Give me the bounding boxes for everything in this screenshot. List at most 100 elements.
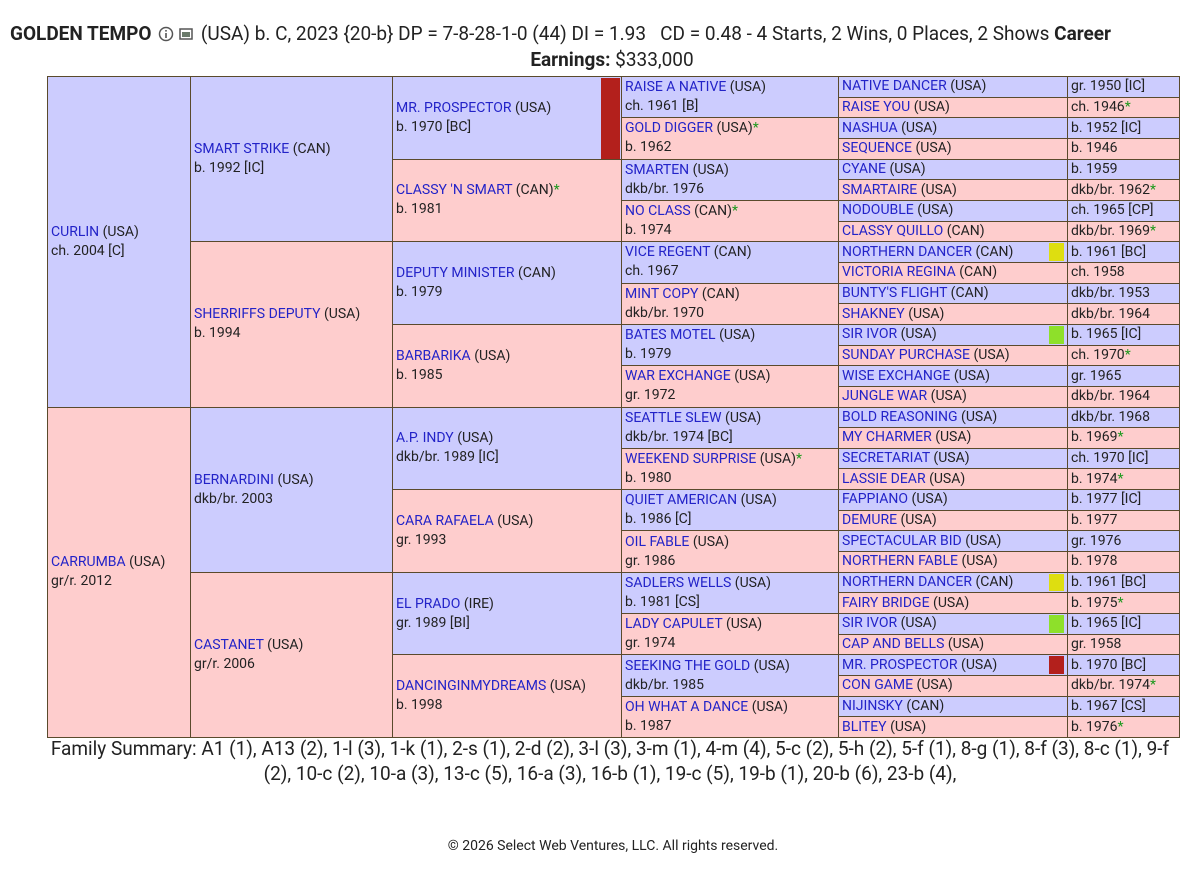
horse-info: gr. 1958 <box>1071 636 1122 653</box>
horse-info: ch. 1961 [B] <box>625 98 699 115</box>
horse-name: CARA RAFAELA <box>396 512 494 529</box>
horse-name: NORTHERN DANCER <box>842 243 972 260</box>
horse-entry: OIL FABLE (USA) gr. 1986 <box>625 533 729 571</box>
horse-country: (USA) <box>549 678 586 695</box>
horse-name: GOLD DIGGER <box>625 120 714 137</box>
horse-info: ch. 1970 [IC] <box>1071 450 1149 467</box>
horse-country: (USA) <box>953 367 991 384</box>
horse-info: b. 1961 [BC] <box>1071 243 1147 260</box>
pedigree-cell: NORTHERN DANCER (CAN) <box>838 241 1068 263</box>
pedigree-cell: CARRUMBA (USA) gr/r. 2012 <box>47 406 191 738</box>
horse-country: (USA) <box>725 616 763 633</box>
pedigree-cell: NATIVE DANCER (USA) <box>838 76 1068 98</box>
star: * <box>1117 718 1124 735</box>
pedigree-cell: NIJINSKY (CAN) <box>838 695 1068 718</box>
horse-entry: NASHUA (USA) <box>842 119 937 138</box>
horse-name: SMARTEN <box>625 161 690 178</box>
pedigree-info-cell: b. 1970 [BC] <box>1067 654 1180 677</box>
pedigree-info-cell: dkb/br. 1953 <box>1067 282 1180 305</box>
horse-name: SMARTAIRE <box>842 181 918 198</box>
horse-line: DEPUTY MINISTER (CAN) <box>396 264 556 283</box>
horse-line: NIJINSKY (CAN) <box>842 697 944 716</box>
pedigree-cell: BLITEY (USA) <box>838 716 1068 738</box>
pedigree-cell: CARA RAFAELA (USA) gr. 1993 <box>392 489 622 573</box>
horse-entry: QUIET AMERICAN (USA) b. 1986 [C] <box>625 491 777 529</box>
horse-info: b. 1978 <box>1071 553 1118 570</box>
horse-line: SHAKNEY (USA) <box>842 305 944 324</box>
horse-line: NORTHERN FABLE (USA) <box>842 552 998 571</box>
horse-country: (USA) <box>933 450 970 467</box>
pedigree-cell: FAPPIANO (USA) <box>838 489 1068 511</box>
pedigree-info-cell: b. 1961 [BC] <box>1067 241 1180 263</box>
pedigree-cell: BARBARIKA (USA) b. 1985 <box>392 323 622 408</box>
horse-info: dkb/br. 1974 [BC] <box>625 428 733 445</box>
pedigree-cell: BERNARDINI (USA) dkb/br. 2003 <box>190 406 393 573</box>
horse-country: (USA) <box>961 408 998 425</box>
horse-name: CYANE <box>842 160 886 177</box>
pedigree-cell: SADLERS WELLS (USA) b. 1981 [CS] <box>621 571 839 615</box>
horse-info: b. 1976 <box>1071 718 1118 735</box>
horse-entry: NORTHERN DANCER (CAN) <box>842 573 1013 592</box>
horse-info: dkb/br. 1976 <box>625 180 705 197</box>
horse-name: WAR EXCHANGE <box>625 368 731 385</box>
horse-line: BATES MOTEL (USA) <box>625 326 755 345</box>
pedigree-info-cell: b. 1952 [IC] <box>1067 117 1180 139</box>
horse-entry: GOLD DIGGER (USA)* b. 1962 <box>625 119 759 157</box>
horse-line: SEATTLE SLEW (USA) <box>625 409 761 428</box>
pedigree-cell: JUNGLE WAR (USA) <box>838 385 1068 408</box>
horse-country: (USA) <box>729 79 766 96</box>
horse-country: (USA) <box>900 512 937 529</box>
horse-country: (USA) <box>935 429 972 446</box>
horse-country: (USA) <box>734 368 771 385</box>
star: * <box>1124 98 1131 115</box>
pedigree-cell: OIL FABLE (USA) gr. 1986 <box>621 530 839 573</box>
horse-name: WEEKEND SURPRISE <box>625 450 757 467</box>
horse-entry: NORTHERN FABLE (USA) <box>842 552 998 571</box>
pedigree-cell: WEEKEND SURPRISE (USA)* b. 1980 <box>621 447 839 491</box>
mail-icon[interactable] <box>178 26 194 42</box>
horse-name: CAP AND BELLS <box>842 636 945 653</box>
horse-name: SPECTACULAR BID <box>842 532 962 549</box>
info-icon[interactable] <box>158 26 174 42</box>
marker <box>1049 325 1064 344</box>
family-summary: Family Summary: A1 (1), A13 (2), 1-l (3)… <box>45 736 1175 786</box>
horse-name: FAPPIANO <box>842 491 909 508</box>
star: * <box>553 182 560 199</box>
horse-entry: SEQUENCE (USA) <box>842 139 952 158</box>
horse-line: CARRUMBA (USA) <box>51 553 165 572</box>
horse-line: MR. PROSPECTOR (USA) <box>396 99 551 118</box>
pedigree-cell: CYANE (USA) <box>838 158 1068 181</box>
pedigree-cell: BOLD REASONING (USA) <box>838 406 1068 429</box>
horse-line: OH WHAT A DANCE (USA) <box>625 698 788 717</box>
horse-entry: NIJINSKY (CAN) <box>842 697 944 716</box>
horse-name: CARRUMBA <box>51 554 126 571</box>
pedigree-cell: SMARTAIRE (USA) <box>838 179 1068 201</box>
horse-info: gr. 1993 <box>396 531 447 548</box>
pedigree-info-cell: gr. 1950 [IC] <box>1067 76 1180 98</box>
horse-info: b. 1979 <box>625 346 672 363</box>
star: * <box>1124 346 1131 363</box>
horse-line: QUIET AMERICAN (USA) <box>625 491 777 510</box>
pedigree-info-cell: dkb/br. 1964 <box>1067 303 1180 325</box>
horse-country: (USA) <box>267 636 304 653</box>
pedigree-info-cell: b. 1965 [IC] <box>1067 613 1180 635</box>
horse-name: MR. PROSPECTOR <box>396 99 512 116</box>
horse-entry: SEEKING THE GOLD (USA) dkb/br. 1985 <box>625 657 790 695</box>
horse-country: (USA) <box>740 492 777 509</box>
horse-line: SMART STRIKE (CAN) <box>194 140 331 159</box>
pedigree-cell: NODOUBLE (USA) <box>838 199 1068 222</box>
horse-info: b. 1970 [BC] <box>396 118 472 135</box>
horse-country: (USA) <box>916 677 953 694</box>
horse-info: b. 1977 [IC] <box>1071 491 1142 508</box>
horse-info: b. 1975 <box>1071 594 1118 611</box>
horse-name: NASHUA <box>842 119 898 136</box>
horse-info: b. 1992 [IC] <box>194 160 265 177</box>
career-label: Career <box>1054 22 1112 45</box>
horse-line: SUNDAY PURCHASE (USA) <box>842 346 1010 365</box>
horse-country: (USA) <box>692 161 729 178</box>
horse-entry: SMART STRIKE (CAN) b. 1992 [IC] <box>194 140 331 178</box>
horse-country: (CAN) <box>515 182 554 199</box>
horse-info: gr. 1972 <box>625 387 676 404</box>
horse-line: BOLD REASONING (USA) <box>842 408 997 427</box>
pedigree-cell: RAISE YOU (USA) <box>838 96 1068 119</box>
